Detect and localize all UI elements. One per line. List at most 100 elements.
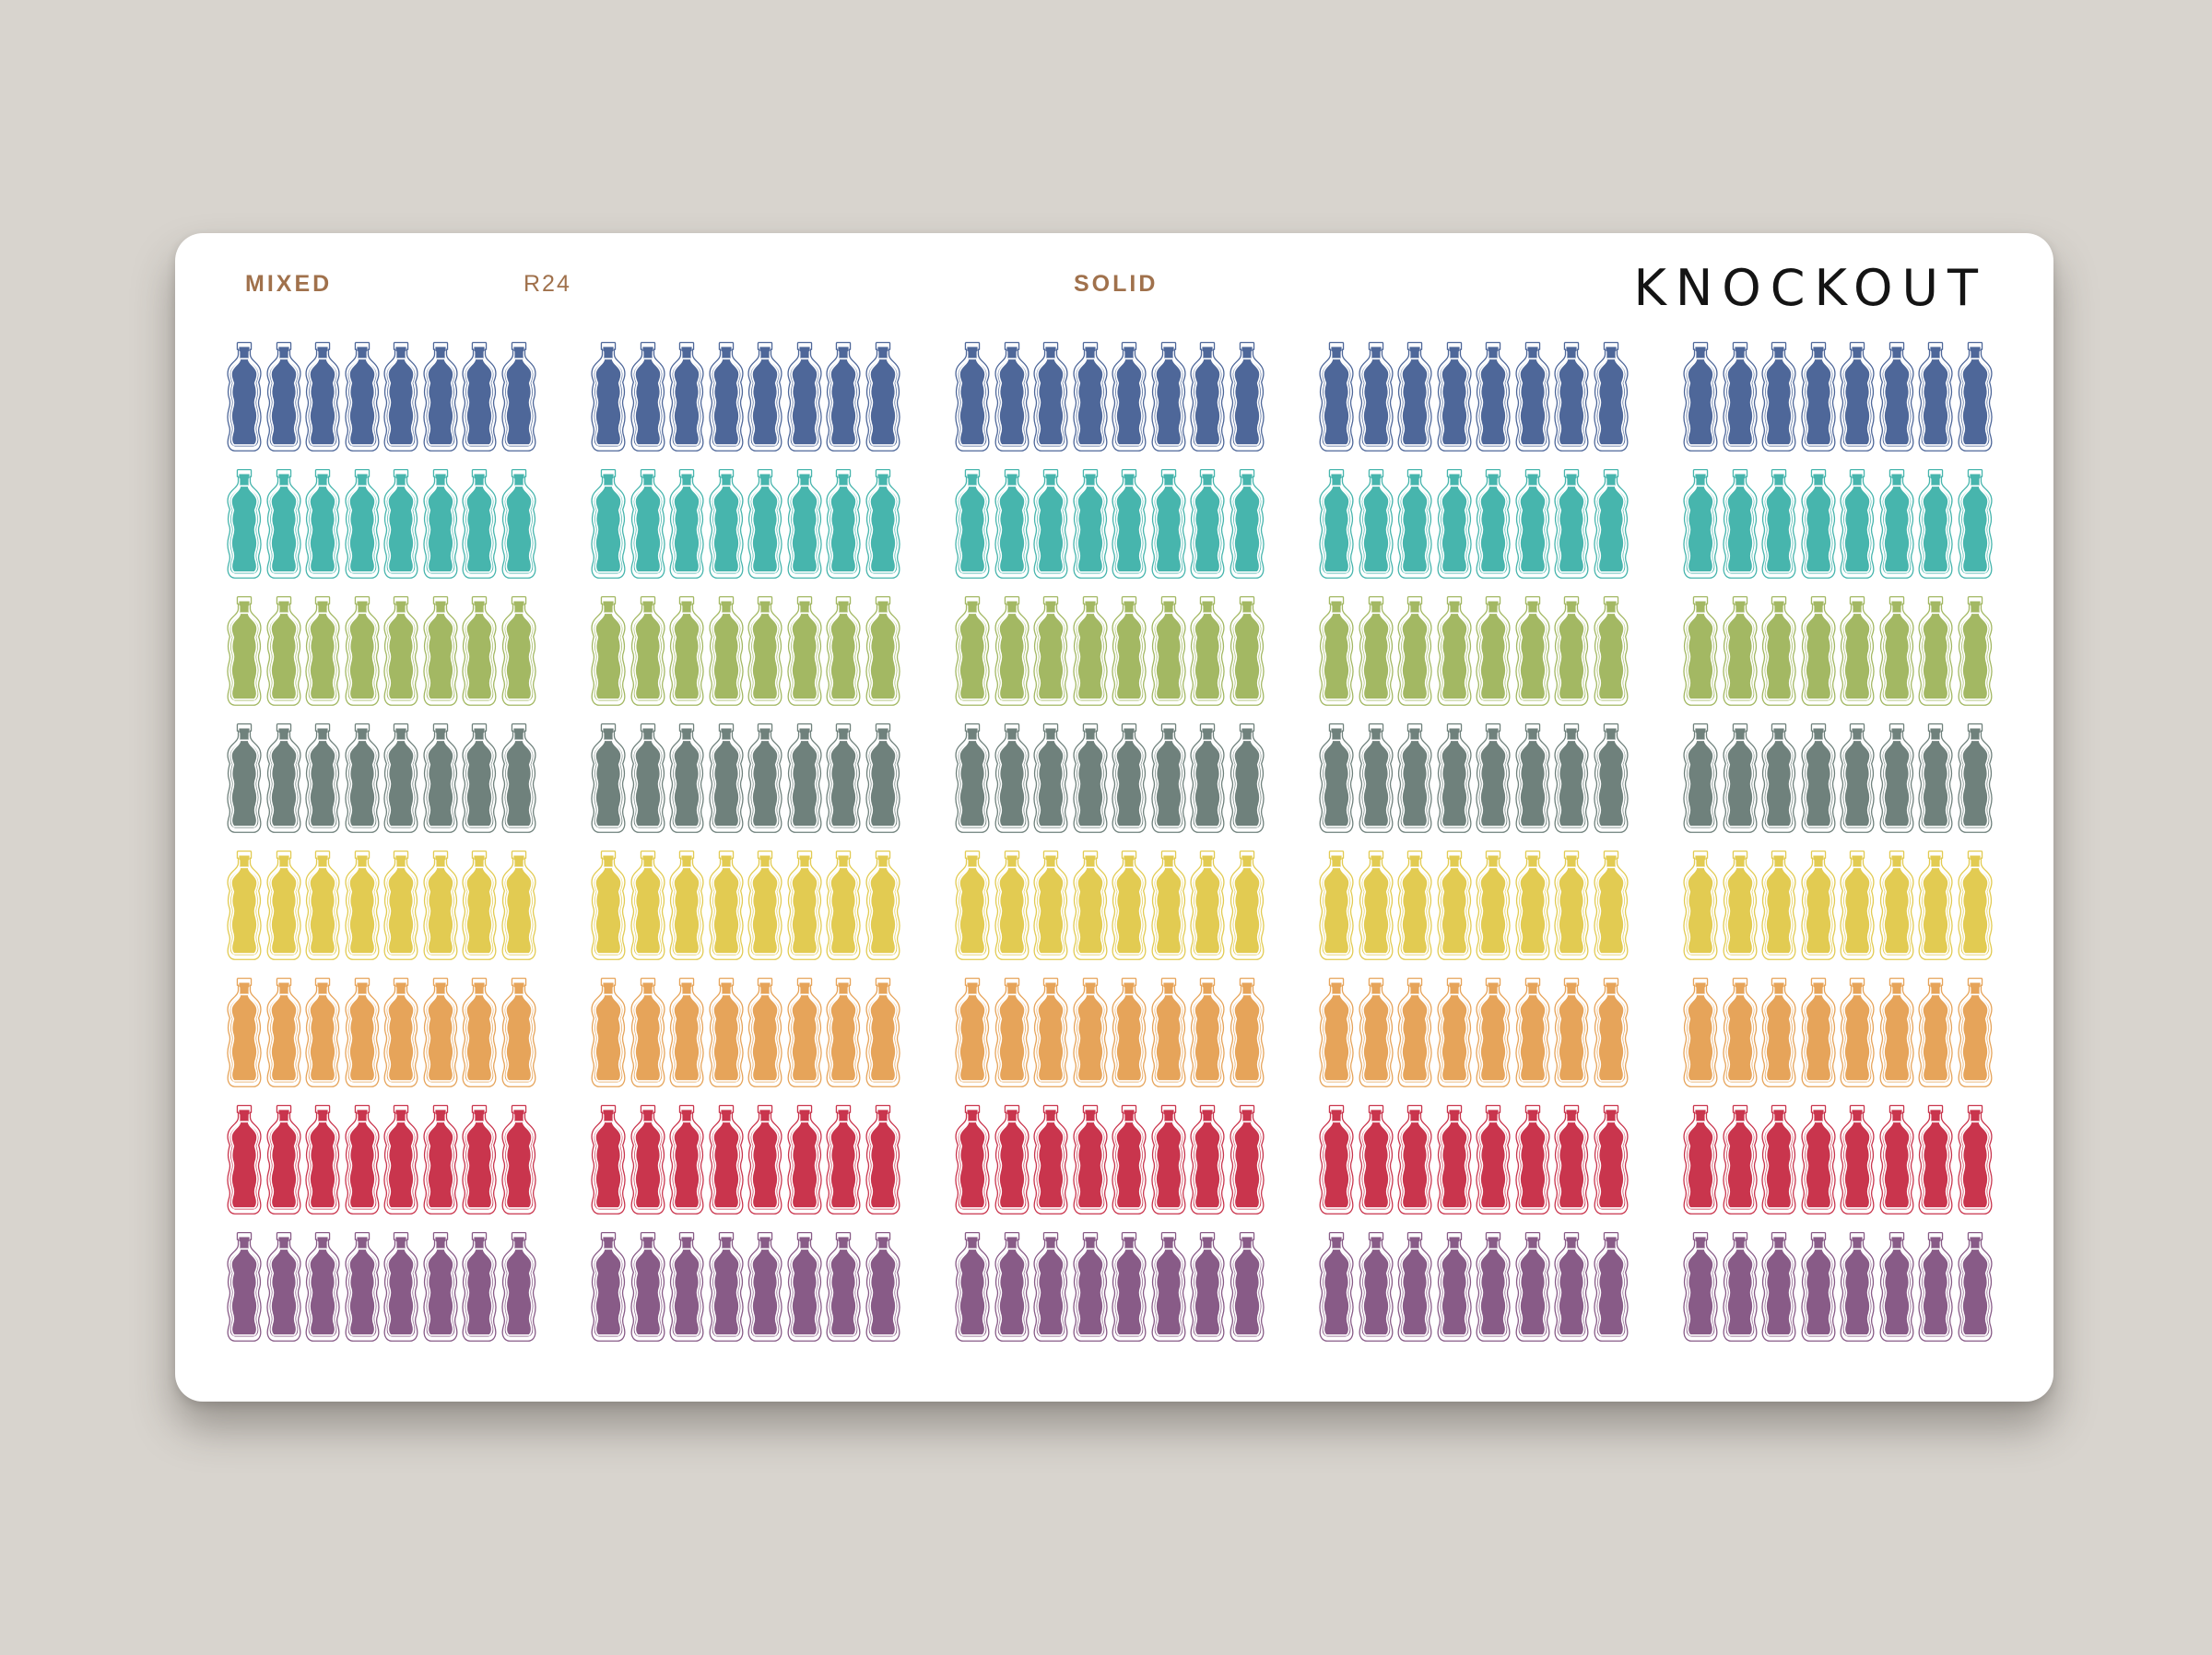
water-bottle-icon	[785, 341, 824, 452]
water-bottle-icon	[1395, 1231, 1434, 1342]
sticker-strip-teal	[589, 468, 902, 579]
water-bottle-icon	[1552, 850, 1591, 960]
water-bottle-icon	[1838, 468, 1877, 579]
water-bottle-icon	[1681, 977, 1720, 1087]
water-bottle-icon	[225, 341, 264, 452]
water-bottle-icon	[1681, 722, 1720, 833]
sticker-strip-orange	[1317, 977, 1630, 1087]
water-bottle-icon	[1916, 1231, 1955, 1342]
water-bottle-icon	[421, 341, 460, 452]
water-bottle-icon	[1474, 977, 1512, 1087]
water-bottle-icon	[460, 977, 499, 1087]
sticker-strip-yellow	[1317, 850, 1630, 960]
water-bottle-icon	[629, 850, 667, 960]
water-bottle-icon	[589, 595, 628, 706]
water-bottle-icon	[343, 1231, 382, 1342]
water-bottle-icon	[1592, 595, 1630, 706]
water-bottle-icon	[1956, 1104, 1994, 1215]
water-bottle-icon	[629, 1104, 667, 1215]
water-bottle-icon	[1877, 1104, 1916, 1215]
water-bottle-icon	[1435, 1231, 1474, 1342]
water-bottle-icon	[993, 722, 1031, 833]
water-bottle-icon	[225, 1104, 264, 1215]
sticker-strip-green	[225, 595, 538, 706]
water-bottle-icon	[421, 1231, 460, 1342]
water-bottle-icon	[1110, 850, 1148, 960]
water-bottle-icon	[343, 468, 382, 579]
water-bottle-icon	[343, 341, 382, 452]
water-bottle-icon	[1838, 1104, 1877, 1215]
water-bottle-icon	[421, 722, 460, 833]
water-bottle-icon	[1916, 595, 1955, 706]
water-bottle-icon	[1435, 850, 1474, 960]
water-bottle-icon	[785, 1104, 824, 1215]
water-bottle-icon	[1395, 722, 1434, 833]
water-bottle-icon	[1188, 722, 1227, 833]
water-bottle-icon	[785, 468, 824, 579]
water-bottle-icon	[1759, 341, 1798, 452]
water-bottle-icon	[460, 850, 499, 960]
water-bottle-icon	[589, 468, 628, 579]
water-bottle-icon	[265, 595, 303, 706]
water-bottle-icon	[589, 341, 628, 452]
water-bottle-icon	[1071, 595, 1110, 706]
water-bottle-icon	[421, 850, 460, 960]
water-bottle-icon	[993, 468, 1031, 579]
water-bottle-icon	[1110, 468, 1148, 579]
sticker-strip-red	[953, 1104, 1266, 1215]
sticker-strip-teal	[1681, 468, 1994, 579]
water-bottle-icon	[1838, 595, 1877, 706]
water-bottle-icon	[1592, 341, 1630, 452]
water-bottle-icon	[1799, 722, 1838, 833]
water-bottle-icon	[1395, 977, 1434, 1087]
water-bottle-icon	[1759, 468, 1798, 579]
water-bottle-icon	[1681, 468, 1720, 579]
water-bottle-icon	[1552, 595, 1591, 706]
water-bottle-icon	[785, 1231, 824, 1342]
water-bottle-icon	[1513, 595, 1552, 706]
sticker-strip-teal	[225, 468, 538, 579]
water-bottle-icon	[1435, 341, 1474, 452]
water-bottle-icon	[824, 1104, 863, 1215]
water-bottle-icon	[1721, 1231, 1759, 1342]
sticker-strip-yellow	[953, 850, 1266, 960]
water-bottle-icon	[1721, 341, 1759, 452]
water-bottle-icon	[460, 1231, 499, 1342]
water-bottle-icon	[1592, 722, 1630, 833]
water-bottle-icon	[1228, 722, 1266, 833]
sticker-strip-yellow	[1681, 850, 1994, 960]
water-bottle-icon	[1592, 977, 1630, 1087]
sticker-strip-purple	[1681, 1231, 1994, 1342]
water-bottle-icon	[589, 1231, 628, 1342]
water-bottle-icon	[1395, 850, 1434, 960]
water-bottle-icon	[343, 977, 382, 1087]
water-bottle-icon	[707, 468, 746, 579]
sticker-strip-purple	[953, 1231, 1266, 1342]
water-bottle-icon	[864, 341, 902, 452]
water-bottle-icon	[1681, 1104, 1720, 1215]
water-bottle-icon	[1149, 1231, 1188, 1342]
water-bottle-icon	[1071, 1231, 1110, 1342]
water-bottle-icon	[1395, 468, 1434, 579]
water-bottle-icon	[1317, 1231, 1356, 1342]
water-bottle-icon	[864, 977, 902, 1087]
water-bottle-icon	[500, 977, 538, 1087]
water-bottle-icon	[1435, 722, 1474, 833]
water-bottle-icon	[1799, 1231, 1838, 1342]
water-bottle-icon	[1188, 850, 1227, 960]
water-bottle-icon	[1759, 977, 1798, 1087]
water-bottle-icon	[303, 1231, 342, 1342]
water-bottle-icon	[1149, 468, 1188, 579]
water-bottle-icon	[421, 977, 460, 1087]
water-bottle-icon	[1031, 722, 1070, 833]
water-bottle-icon	[953, 977, 992, 1087]
water-bottle-icon	[1110, 977, 1148, 1087]
water-bottle-icon	[225, 850, 264, 960]
water-bottle-icon	[1228, 977, 1266, 1087]
sticker-strip-red	[225, 1104, 538, 1215]
sticker-block	[953, 341, 1266, 1346]
water-bottle-icon	[1838, 722, 1877, 833]
water-bottle-icon	[1552, 1104, 1591, 1215]
water-bottle-icon	[1759, 722, 1798, 833]
water-bottle-icon	[1799, 595, 1838, 706]
